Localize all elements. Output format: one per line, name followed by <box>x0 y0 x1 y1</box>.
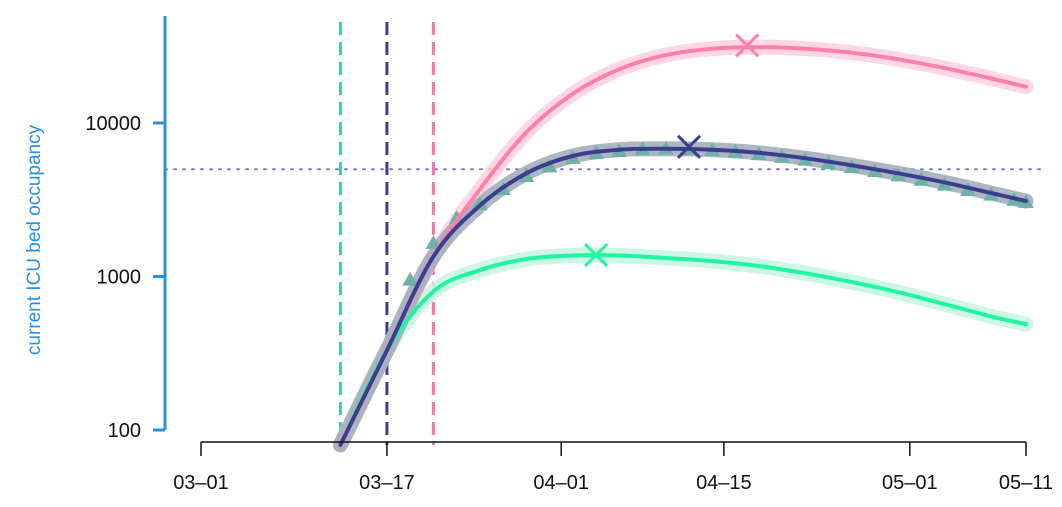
y-tick-label: 10000 <box>85 113 141 135</box>
x-tick-label: 05–01 <box>882 472 938 494</box>
y-axis-label: current ICU bed occupancy <box>24 124 45 355</box>
x-tick-label: 04–15 <box>696 472 752 494</box>
series-dark-blue-peak-marker <box>676 134 702 159</box>
y-tick-label: 100 <box>108 420 141 442</box>
y-tick-label: 1000 <box>97 267 142 289</box>
axes: 100 1000 10000 03–01 03–17 04–01 04–15 05–01 05–… <box>85 16 1053 494</box>
series-green-line <box>338 253 1028 447</box>
intervention-lines <box>338 22 435 445</box>
x-tick-label: 03–17 <box>359 472 415 494</box>
x-tick-label: 05–11 <box>999 472 1053 494</box>
series-pink-peak-marker <box>735 33 760 58</box>
peak-cross-stroke <box>584 242 609 268</box>
series-lines <box>338 45 1028 447</box>
x-tick-label: 04–01 <box>533 472 589 494</box>
x-tick-label: 03–01 <box>173 472 229 494</box>
series-dark-blue-line <box>338 146 1028 447</box>
peak-markers <box>584 33 760 268</box>
observed-point <box>402 271 419 286</box>
series-green-peak-marker <box>584 242 609 268</box>
uncertainty-bands <box>332 39 1034 453</box>
peak-cross-stroke <box>676 134 702 159</box>
peak-cross-stroke <box>735 33 760 58</box>
observed-point <box>425 235 442 249</box>
